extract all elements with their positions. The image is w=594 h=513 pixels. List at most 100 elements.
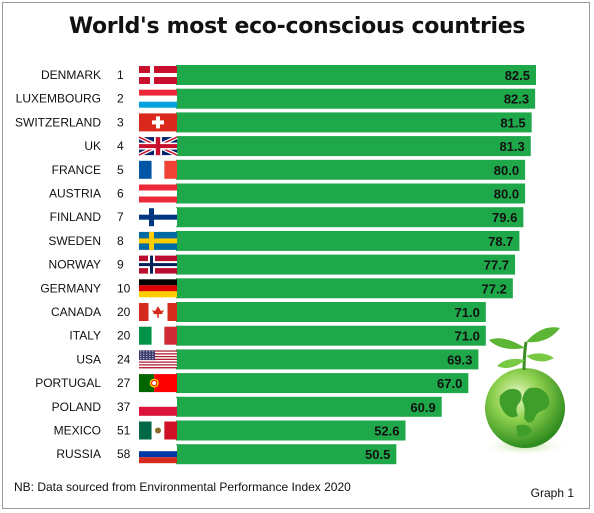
- italy-flag-icon: [139, 326, 177, 345]
- value-label: 77.2: [482, 281, 507, 296]
- bar: [176, 420, 406, 441]
- bar: [176, 396, 442, 417]
- bar-row-uk: UK 4 81.3: [84, 135, 531, 157]
- switzerland-flag-icon: [139, 113, 177, 132]
- rank-label: 8: [117, 234, 124, 248]
- value-label: 77.7: [484, 258, 509, 273]
- bar-row-poland: POLAND 37 60.9: [52, 396, 442, 417]
- value-label: 80.0: [494, 187, 519, 202]
- rank-label: 20: [117, 305, 131, 319]
- rank-label: 58: [117, 447, 131, 461]
- bar-row-finland: FINLAND 7 79.6: [50, 207, 524, 228]
- bar: [176, 278, 513, 299]
- bar: [176, 207, 524, 228]
- rank-label: 4: [117, 139, 124, 153]
- bar: [176, 183, 526, 204]
- country-label: DENMARK: [41, 68, 101, 82]
- bar: [176, 302, 486, 322]
- country-label: ITALY: [69, 329, 101, 343]
- bar-row-sweden: SWEDEN 8 78.7: [48, 230, 520, 251]
- country-label: POLAND: [52, 400, 102, 414]
- sweden-flag-icon: [139, 231, 177, 250]
- country-label: NORWAY: [49, 258, 101, 272]
- bar: [176, 349, 479, 370]
- usa-flag-icon: [139, 350, 177, 369]
- value-label: 60.9: [410, 400, 435, 415]
- bar-row-usa: USA 24 69.3: [76, 349, 479, 370]
- value-label: 50.5: [365, 447, 390, 462]
- luxembourg-flag-icon: [139, 89, 177, 108]
- value-label: 81.5: [500, 115, 525, 130]
- rank-label: 20: [117, 329, 131, 343]
- bar: [176, 325, 486, 346]
- bar: [176, 444, 397, 465]
- bar-row-france: FRANCE 5 80.0: [52, 159, 526, 180]
- bar: [176, 373, 469, 394]
- footnote: NB: Data sourced from Environmental Perf…: [14, 480, 351, 494]
- poland-flag-icon: [139, 397, 177, 416]
- country-label: CANADA: [51, 305, 101, 319]
- value-label: 78.7: [488, 234, 513, 249]
- rank-label: 2: [117, 92, 124, 106]
- rank-label: 51: [117, 424, 131, 438]
- value-label: 52.6: [374, 424, 399, 439]
- country-label: USA: [76, 352, 101, 366]
- bar: [176, 254, 516, 275]
- austria-flag-icon: [139, 184, 177, 203]
- portugal-flag-icon: [139, 374, 177, 393]
- rank-label: 24: [117, 352, 131, 366]
- bar-row-canada: CANADA 20 71.0: [51, 302, 486, 322]
- finland-flag-icon: [139, 208, 177, 227]
- rank-label: 27: [117, 376, 131, 390]
- country-label: AUSTRIA: [49, 187, 101, 201]
- bar-row-austria: AUSTRIA 6 80.0: [49, 183, 526, 204]
- value-label: 82.3: [504, 92, 529, 107]
- france-flag-icon: [139, 160, 177, 179]
- russia-flag-icon: [139, 445, 177, 464]
- bar-row-norway: NORWAY 9 77.7: [49, 254, 516, 275]
- rank-label: 6: [117, 187, 124, 201]
- value-label: 69.3: [447, 352, 472, 367]
- rank-label: 7: [117, 210, 124, 224]
- country-label: FINLAND: [50, 210, 102, 224]
- rank-label: 1: [117, 68, 124, 82]
- country-label: GERMANY: [40, 281, 101, 295]
- germany-flag-icon: [139, 279, 177, 298]
- bar: [176, 159, 526, 180]
- bar-row-italy: ITALY 20 71.0: [69, 325, 486, 346]
- bar-row-luxembourg: LUXEMBOURG 2 82.3: [16, 88, 536, 109]
- rank-label: 5: [117, 163, 124, 177]
- value-label: 80.0: [494, 163, 519, 178]
- mexico-flag-icon: [139, 421, 177, 440]
- rank-label: 10: [117, 281, 131, 295]
- country-label: FRANCE: [52, 163, 101, 177]
- value-label: 81.3: [499, 139, 524, 154]
- country-label: UK: [84, 139, 101, 153]
- country-label: SWEDEN: [48, 234, 101, 248]
- bar: [176, 112, 532, 133]
- bar-row-germany: GERMANY 10 77.2: [40, 278, 513, 299]
- bar-row-denmark: DENMARK 1 82.5: [41, 65, 536, 85]
- norway-flag-icon: [139, 255, 177, 274]
- value-label: 79.6: [492, 210, 517, 225]
- value-label: 82.5: [505, 68, 530, 83]
- bar: [176, 136, 531, 157]
- value-label: 71.0: [455, 305, 480, 320]
- country-label: RUSSIA: [56, 447, 101, 461]
- eco-globe-with-sprout-icon: [472, 318, 578, 458]
- canada-flag-icon: [139, 303, 177, 321]
- bar-row-portugal: PORTUGAL 27 67.0: [35, 373, 469, 394]
- bar-row-russia: RUSSIA 58 50.5: [56, 444, 397, 465]
- rank-label: 9: [117, 258, 124, 272]
- value-label: 71.0: [455, 329, 480, 344]
- country-label: PORTUGAL: [35, 376, 101, 390]
- rank-label: 37: [117, 400, 131, 414]
- country-label: SWITZERLAND: [15, 115, 101, 129]
- bar-row-mexico: MEXICO 51 52.6: [54, 420, 406, 441]
- value-label: 67.0: [437, 376, 462, 391]
- bar: [176, 88, 536, 109]
- denmark-flag-icon: [139, 66, 177, 84]
- bar-row-switzerland: SWITZERLAND 3 81.5: [15, 112, 532, 133]
- country-label: LUXEMBOURG: [16, 92, 101, 106]
